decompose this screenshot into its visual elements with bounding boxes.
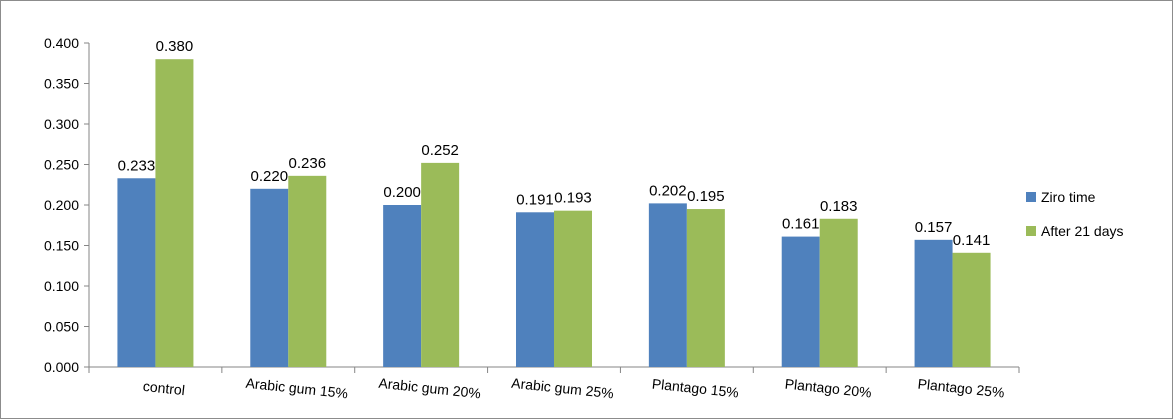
bar-ziro-time — [914, 239, 953, 367]
x-axis: control Arabic gum 15% Arabic gum 20% Arabi… — [88, 366, 1020, 402]
y-tick-label: 0.350 — [44, 76, 79, 92]
category-label: Arabic gum 20% — [378, 375, 482, 402]
legend-swatch — [1026, 192, 1036, 202]
bar-ziro-time — [781, 236, 820, 367]
data-label: 0.191 — [516, 191, 554, 208]
bar-after-21-days — [288, 175, 327, 367]
bar-ziro-time — [250, 188, 289, 367]
data-label: 0.161 — [782, 216, 820, 233]
bar-ziro-time — [516, 212, 554, 367]
category-label: Plantago 25% — [917, 376, 1005, 401]
bar-after-21-days — [952, 252, 991, 367]
data-label: 0.233 — [118, 157, 156, 174]
category-label: control — [142, 378, 185, 398]
bar-ziro-time — [648, 203, 687, 367]
legend: Ziro time After 21 days — [1026, 189, 1124, 239]
bar-after-21-days — [155, 59, 194, 367]
bar-after-21-days — [421, 162, 460, 367]
category-label: Arabic gum 25% — [511, 375, 615, 402]
y-tick-label: 0.100 — [44, 278, 79, 294]
data-label: 0.202 — [649, 182, 687, 199]
data-label: 0.200 — [383, 184, 421, 201]
y-axis: 0.000 0.050 0.100 0.150 0.200 0.250 0.300 0.350… — [44, 35, 90, 375]
y-tick-label: 0.200 — [44, 197, 79, 213]
y-tick-label: 0.050 — [44, 319, 79, 335]
bars-group — [117, 59, 991, 367]
y-tick-label: 0.250 — [44, 157, 79, 173]
bar-ziro-time — [383, 205, 422, 367]
legend-label: After 21 days — [1041, 223, 1124, 239]
data-label: 0.380 — [156, 38, 194, 55]
category-label: Plantago 20% — [784, 376, 872, 401]
data-label: 0.141 — [953, 232, 991, 249]
category-label: Plantago 15% — [651, 376, 739, 401]
data-label: 0.193 — [554, 190, 592, 207]
data-label: 0.220 — [251, 168, 289, 185]
legend-label: Ziro time — [1041, 189, 1096, 205]
bar-after-21-days — [819, 218, 858, 367]
category-label: Arabic gum 15% — [245, 375, 349, 402]
bar-ziro-time — [117, 178, 156, 367]
bar-after-21-days — [686, 209, 725, 367]
y-tick-label: 0.400 — [44, 35, 79, 51]
data-label: 0.183 — [820, 198, 858, 215]
data-label: 0.252 — [421, 142, 459, 159]
data-label: 0.195 — [687, 188, 725, 205]
y-tick-label: 0.300 — [44, 116, 79, 132]
data-label: 0.157 — [915, 219, 953, 236]
data-label: 0.236 — [289, 155, 327, 172]
legend-swatch — [1026, 226, 1036, 236]
bar-after-21-days — [554, 210, 592, 367]
y-tick-label: 0.150 — [44, 238, 79, 254]
y-tick-label: 0.000 — [44, 359, 79, 375]
